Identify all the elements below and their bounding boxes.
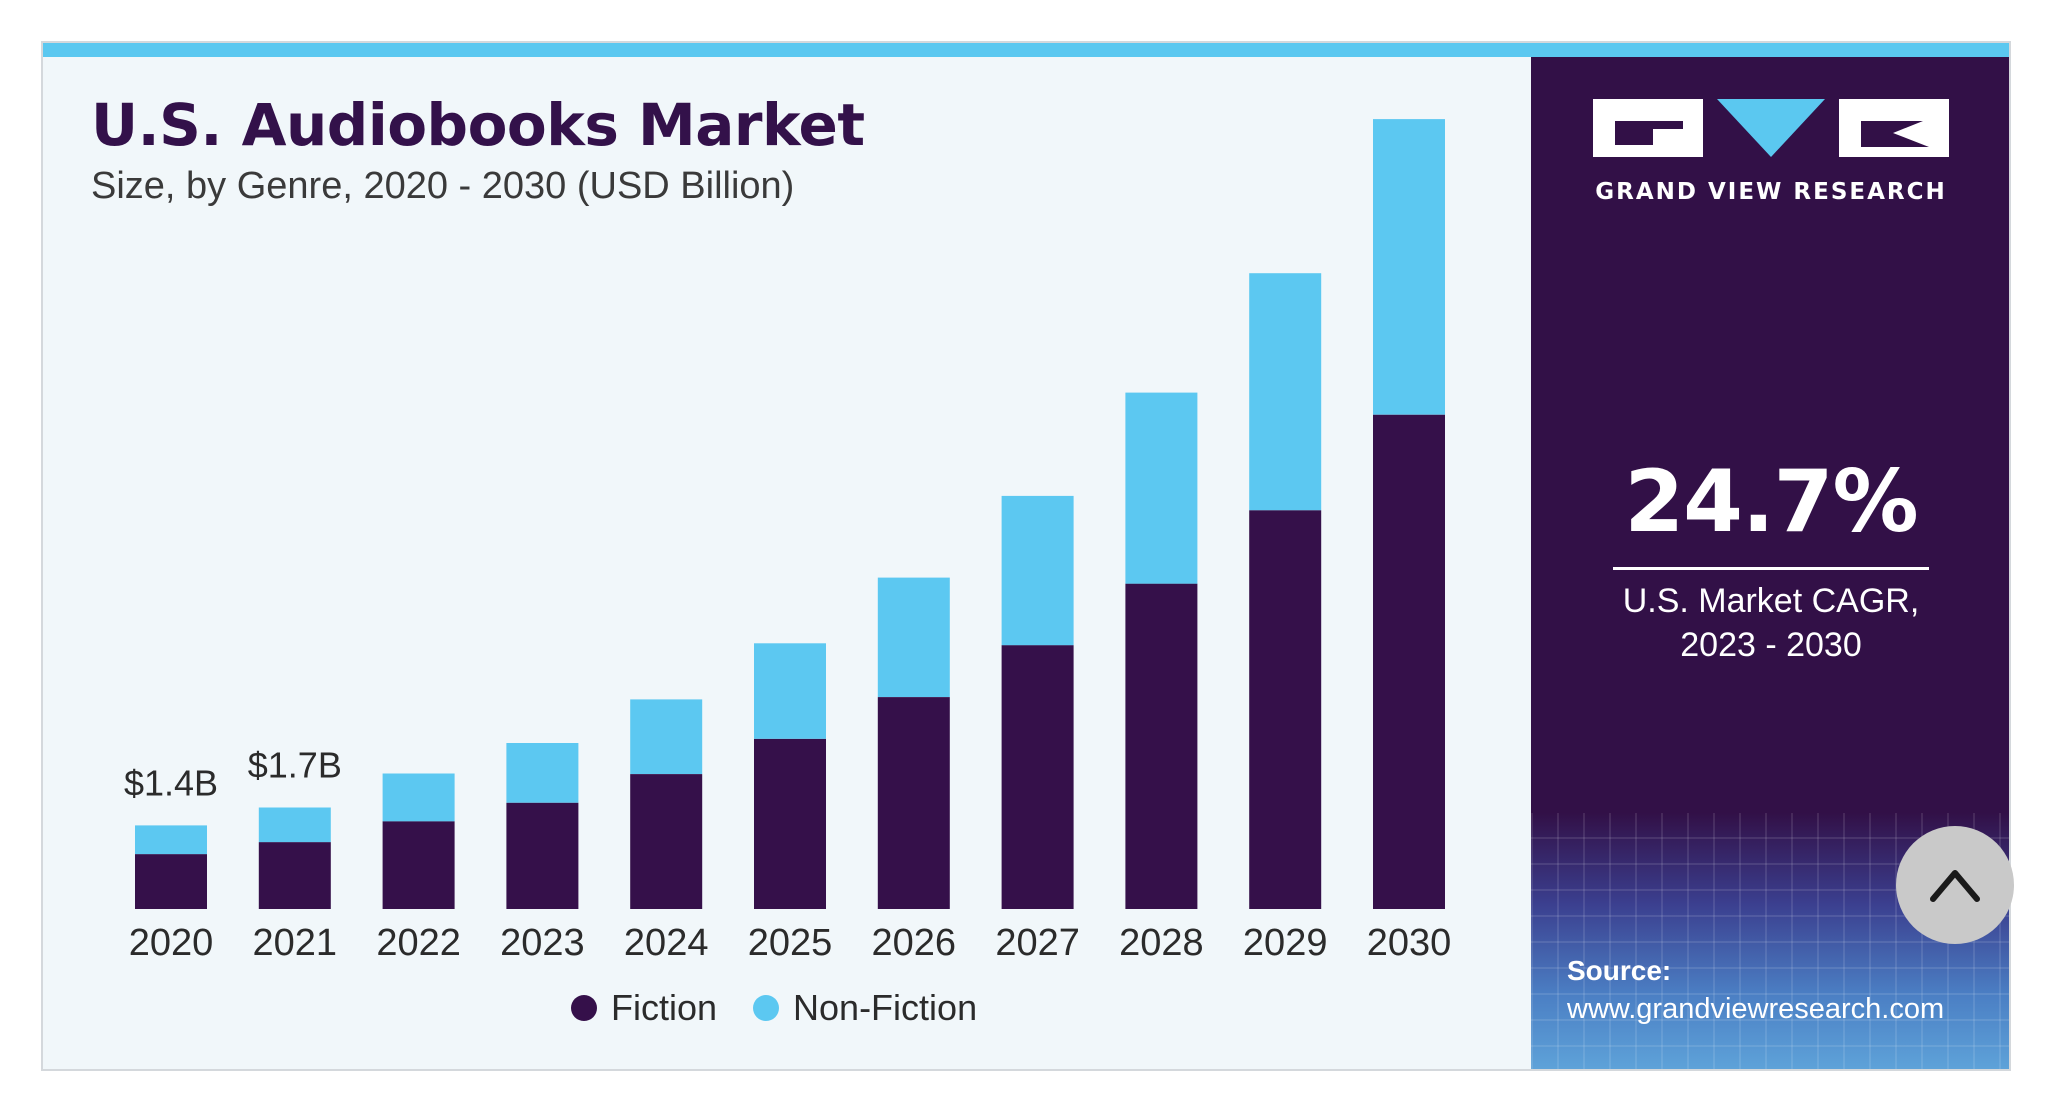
legend-label-non-fiction: Non-Fiction xyxy=(793,987,978,1028)
bar-fiction-2028 xyxy=(1125,583,1198,909)
cagr-label-line-1: U.S. Market CAGR, xyxy=(1622,582,1920,620)
bar-non-fiction-2022 xyxy=(382,773,455,822)
cagr-label: U.S. Market CAGR, 2023 - 2030 xyxy=(1531,579,2009,667)
bar-non-fiction-2029 xyxy=(1249,273,1322,511)
bar-non-fiction-2025 xyxy=(754,643,826,739)
cagr-label-line-2: 2023 - 2030 xyxy=(1680,626,1862,664)
x-tick-label-2027: 2027 xyxy=(995,922,1080,964)
grand-view-research-logo xyxy=(1593,99,1949,157)
x-tick-label-2030: 2030 xyxy=(1367,922,1452,964)
x-tick-label-2020: 2020 xyxy=(129,922,214,964)
x-tick-label-2025: 2025 xyxy=(748,922,833,964)
bar-fiction-2030 xyxy=(1373,414,1445,909)
bar-fiction-2020 xyxy=(135,854,207,909)
bar-non-fiction-2030 xyxy=(1373,119,1445,415)
cagr-value: 24.7% xyxy=(1624,452,1918,552)
chart-title: U.S. Audiobooks Market xyxy=(91,91,865,159)
bar-fiction-2027 xyxy=(1001,645,1074,909)
bar-fiction-2023 xyxy=(506,802,579,909)
legend-item-non-fiction: Non-Fiction xyxy=(753,987,977,1029)
bar-fiction-2025 xyxy=(754,738,826,909)
x-tick-label-2024: 2024 xyxy=(624,922,709,964)
chart-card: U.S. Audiobooks Market Size, by Genre, 2… xyxy=(41,41,2011,1071)
scroll-to-top-button[interactable] xyxy=(1896,826,2014,944)
bar-fiction-2026 xyxy=(877,697,950,909)
source-link[interactable]: www.grandviewresearch.com xyxy=(1567,993,1945,1025)
bar-fiction-2021 xyxy=(258,842,331,909)
source-label: Source: xyxy=(1567,955,1672,986)
data-label-2021: $1.7B xyxy=(248,745,342,786)
legend-label-fiction: Fiction xyxy=(611,987,718,1028)
chevron-up-icon xyxy=(1930,870,1980,902)
legend-item-fiction: Fiction xyxy=(571,987,717,1029)
x-tick-label-2022: 2022 xyxy=(376,922,461,964)
bar-non-fiction-2024 xyxy=(630,699,703,774)
bar-non-fiction-2020 xyxy=(135,825,207,855)
bar-fiction-2029 xyxy=(1249,510,1322,909)
x-tick-label-2028: 2028 xyxy=(1119,922,1204,964)
legend-swatch-non-fiction xyxy=(753,995,780,1021)
bar-non-fiction-2026 xyxy=(877,577,950,697)
bar-non-fiction-2028 xyxy=(1125,392,1198,584)
x-tick-label-2029: 2029 xyxy=(1243,922,1328,964)
bar-non-fiction-2023 xyxy=(506,743,579,803)
x-tick-label-2026: 2026 xyxy=(872,922,957,964)
brand-name: GRAND VIEW RESEARCH xyxy=(1595,179,1947,205)
bar-fiction-2024 xyxy=(630,774,703,909)
cagr-divider xyxy=(1613,567,1929,570)
x-tick-label-2021: 2021 xyxy=(253,922,338,964)
bar-fiction-2022 xyxy=(382,821,455,909)
legend-swatch-fiction xyxy=(571,995,597,1021)
data-label-2020: $1.4B xyxy=(124,762,218,803)
bar-chart: 2020 2021 2022 2023 2024 2025 2026 2027 2028 2029… xyxy=(124,119,1452,964)
accent-strip xyxy=(43,43,2009,57)
chart-legend: Fiction Non-Fiction xyxy=(571,987,977,1029)
bar-non-fiction-2027 xyxy=(1001,495,1074,646)
bar-non-fiction-2021 xyxy=(258,807,331,843)
x-tick-label-2023: 2023 xyxy=(500,922,585,964)
chart-subtitle: Size, by Genre, 2020 - 2030 (USD Billion… xyxy=(91,165,795,207)
